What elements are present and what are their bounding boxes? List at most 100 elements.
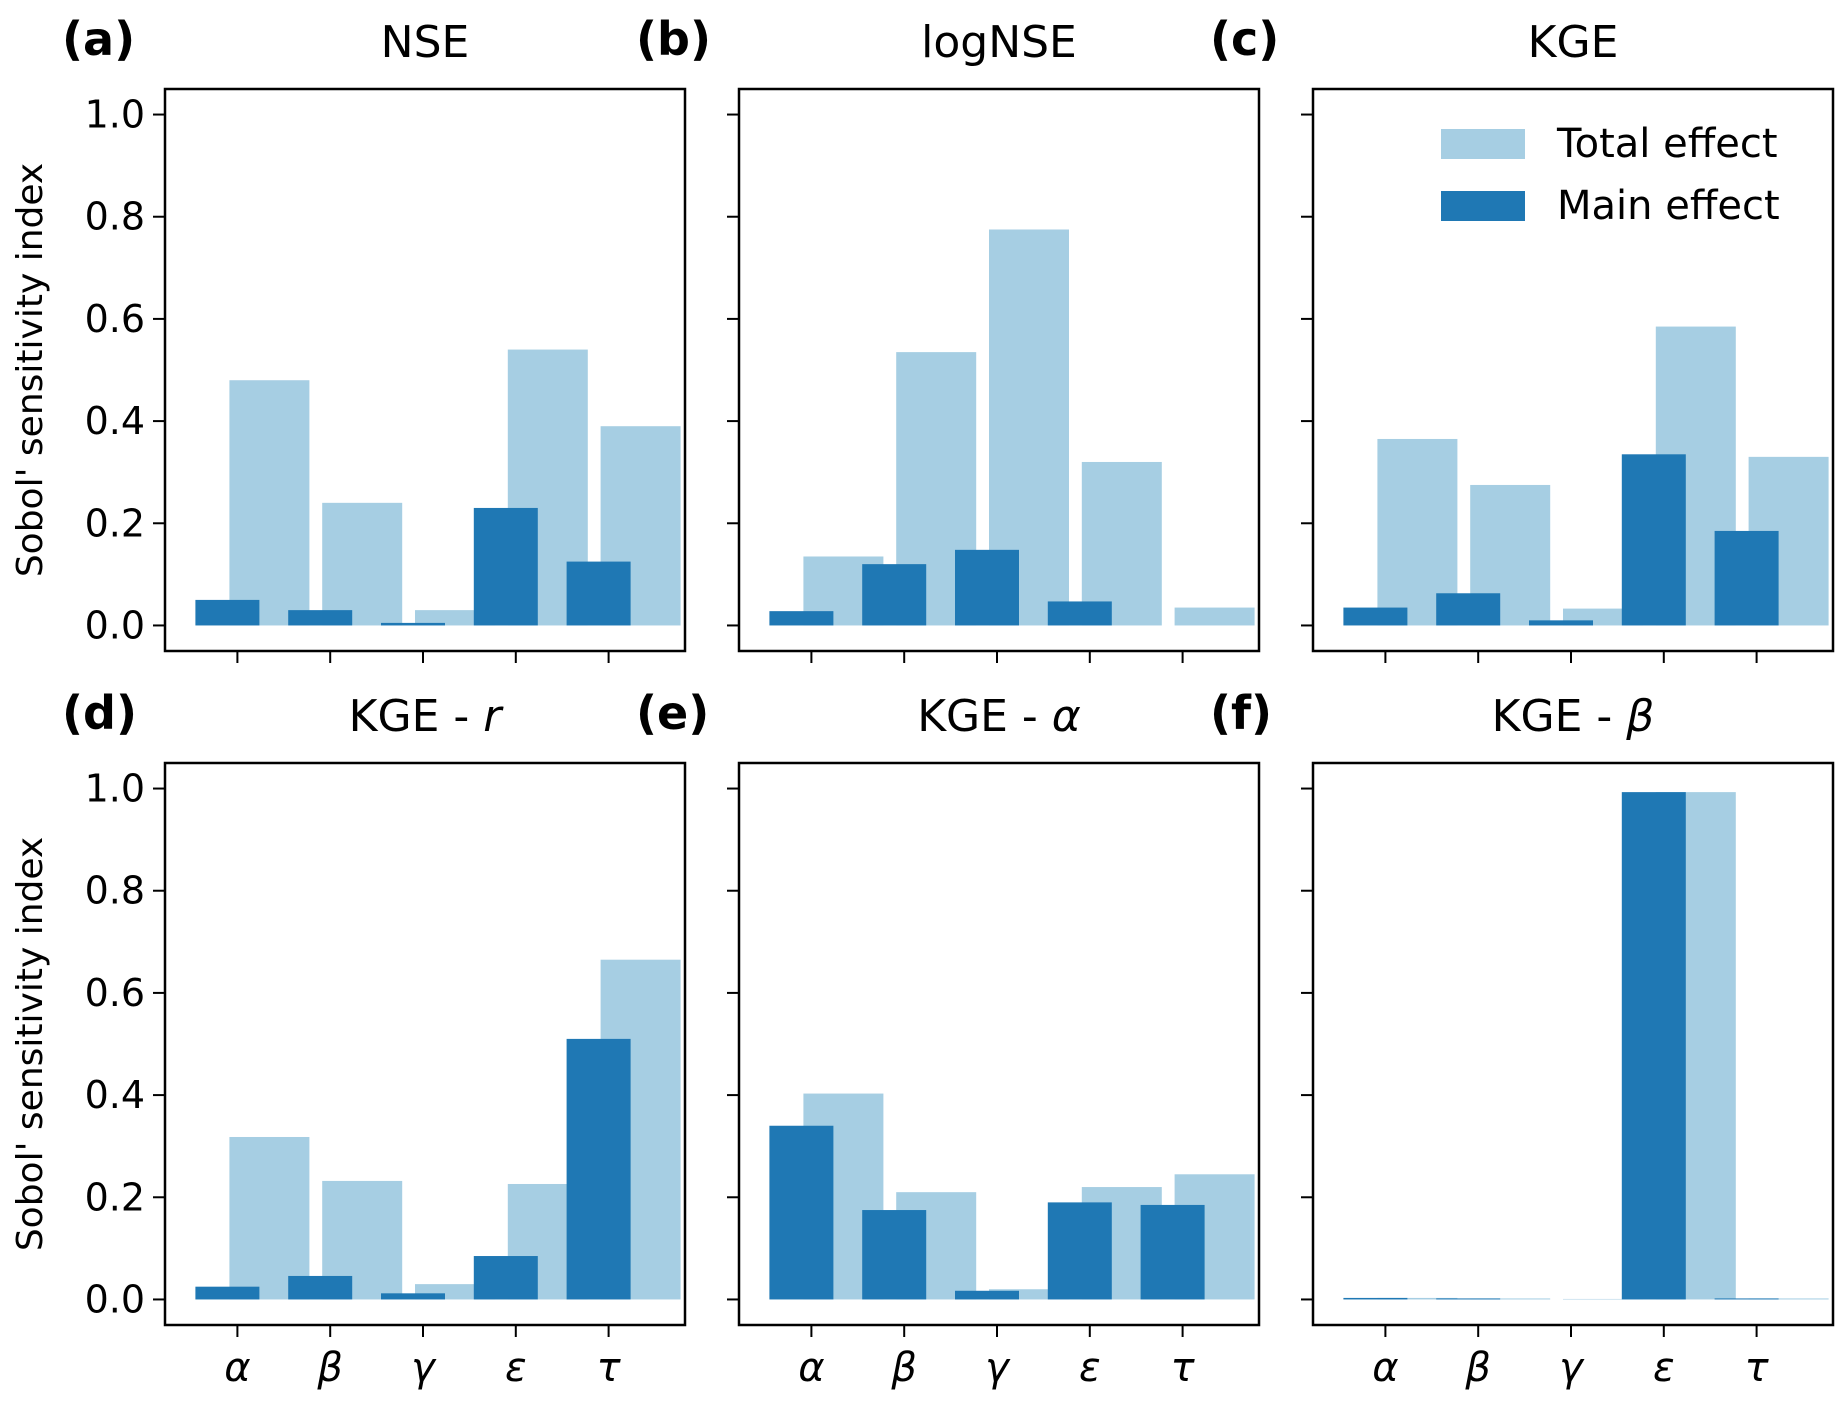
x-tick-label: τ [597, 1345, 622, 1391]
panel-title: KGE - r [349, 691, 505, 742]
bar-total-2 [989, 1289, 1069, 1300]
bar-main-3 [1621, 454, 1686, 626]
legend: Total effect Main effect [1441, 121, 1780, 229]
bar-main-4 [1714, 1298, 1779, 1300]
x-tick-label: β [890, 1345, 917, 1391]
x-tick-label: γ [985, 1345, 1011, 1391]
bar-main-0 [195, 599, 260, 626]
bar-main-1 [1436, 1298, 1501, 1300]
x-tick-label: ε [1653, 1345, 1675, 1391]
axes-frame [1311, 87, 1835, 653]
bar-main-2 [955, 1290, 1019, 1300]
panel-title: KGE [1528, 17, 1619, 68]
panel-letter: (c) [1210, 12, 1279, 66]
y-tick-label: 0.6 [85, 971, 145, 1015]
bar-main-4 [566, 1038, 631, 1300]
panel-letter: (a) [62, 12, 135, 66]
bar-total-0 [1377, 1297, 1458, 1300]
y-axis-label: Sobol' sensitivity index [10, 163, 51, 577]
panel-e: KGE - α (e) α β γ ε τ [636, 686, 1261, 1391]
bar-main-3 [1047, 1202, 1112, 1300]
panel-title: KGE - α [917, 691, 1081, 742]
bar-main-2 [1529, 620, 1593, 626]
y-tick-label: 0.2 [85, 501, 145, 545]
bar-main-0 [1343, 607, 1408, 626]
panel-f: KGE - β (f) α β γ ε τ [1210, 686, 1835, 1391]
legend-swatch [1441, 129, 1525, 159]
bar-total-1 [322, 502, 403, 626]
bar-main-2 [381, 622, 445, 626]
x-tick-label: γ [1559, 1345, 1585, 1391]
y-tick-label: 0.0 [85, 1277, 145, 1321]
x-tick-label: ε [505, 1345, 527, 1391]
legend-label: Main effect [1557, 183, 1780, 229]
axes-frame [737, 761, 1261, 1327]
y-tick-label: 0.2 [85, 1175, 145, 1219]
panel-title: KGE - β [1492, 691, 1655, 742]
bar-total-0 [229, 380, 310, 626]
x-tick-label: α [798, 1345, 824, 1391]
panel-c: KGE (c) Total effect Main effect [1210, 12, 1835, 663]
bar-main-3 [1047, 601, 1112, 626]
legend-swatch [1441, 191, 1525, 221]
panel-letter: (e) [636, 686, 709, 740]
y-tick-label: 0.6 [85, 297, 145, 341]
y-tick-label: 0.4 [85, 1073, 145, 1117]
bar-main-1 [1436, 593, 1501, 626]
x-tick-label: τ [1171, 1345, 1196, 1391]
bar-main-0 [195, 1286, 260, 1300]
bar-main-3 [473, 507, 538, 626]
bar-total-4 [1174, 607, 1255, 626]
y-tick-label: 0.0 [85, 603, 145, 647]
x-tick-label: β [316, 1345, 343, 1391]
bar-main-4 [1714, 530, 1779, 626]
x-tick-label: τ [1745, 1345, 1770, 1391]
panel-title-symbol: β [1625, 691, 1654, 742]
bar-main-4 [566, 561, 631, 626]
x-tick-label: β [1464, 1345, 1491, 1391]
bar-main-1 [862, 564, 927, 626]
bar-total-4 [1748, 1298, 1829, 1300]
panel-a: NSE (a) 0.0 0.2 0.4 0.6 0.8 1.0 Sobol' sensitivi… [10, 12, 687, 663]
x-tick-label: α [1372, 1345, 1398, 1391]
bar-main-2 [381, 1293, 445, 1300]
panel-b: logNSE (b) [636, 12, 1261, 663]
bar-total-0 [229, 1136, 310, 1300]
y-axis-label: Sobol' sensitivity index [10, 837, 51, 1251]
bar-main-0 [1343, 1297, 1408, 1300]
y-tick-label: 1.0 [85, 93, 145, 137]
bar-main-3 [1621, 792, 1686, 1300]
bar-total-3 [1081, 461, 1162, 626]
bar-main-0 [769, 1125, 834, 1300]
x-tick-label: γ [411, 1345, 437, 1391]
bar-main-1 [288, 610, 353, 626]
bar-total-2 [1563, 1298, 1643, 1300]
panel-letter: (f) [1210, 686, 1272, 740]
axes-frame [163, 761, 687, 1327]
bar-main-4 [1140, 1204, 1205, 1300]
axes-frame [1311, 761, 1835, 1327]
bar-main-2 [955, 549, 1019, 626]
legend-label: Total effect [1556, 121, 1778, 167]
bar-main-3 [473, 1256, 538, 1300]
y-tick-label: 0.8 [85, 195, 145, 239]
y-tick-label: 1.0 [85, 767, 145, 811]
panel-letter: (d) [62, 686, 137, 740]
x-tick-label: α [224, 1345, 250, 1391]
bar-main-0 [769, 611, 834, 626]
axes-frame [163, 87, 687, 653]
x-tick-label: ε [1079, 1345, 1101, 1391]
y-tick-label: 0.4 [85, 399, 145, 443]
bar-total-1 [1470, 1298, 1551, 1300]
y-tick-label: 0.8 [85, 869, 145, 913]
axes-frame [737, 87, 1261, 653]
panel-letter: (b) [636, 12, 711, 66]
panel-title-symbol: r [483, 691, 504, 742]
bar-main-1 [288, 1275, 353, 1300]
panel-d: KGE - r (d) α β γ ε τ 0.0 0.2 0.4 0.6 0.8 1.0 Sobol' … [10, 686, 687, 1391]
panel-title: logNSE [921, 17, 1077, 68]
bar-main-1 [862, 1210, 927, 1300]
panel-title-symbol: α [1052, 691, 1081, 742]
